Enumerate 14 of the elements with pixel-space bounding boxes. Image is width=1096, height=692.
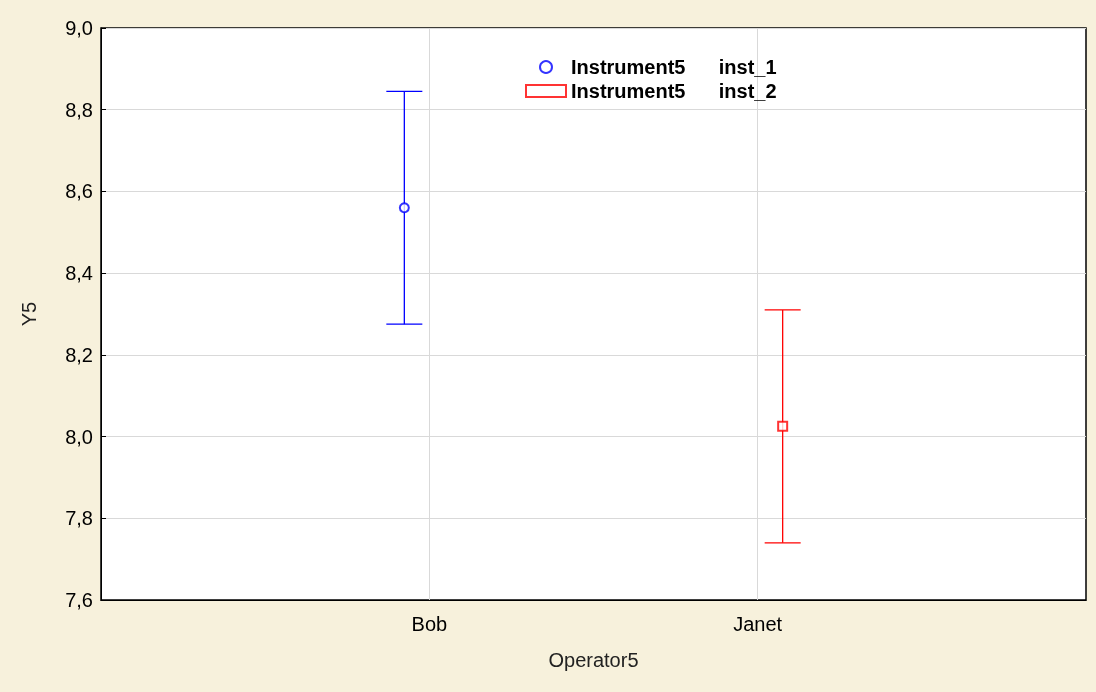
y-tick-label: 8,0	[65, 425, 93, 448]
y-tick-label: 8,2	[65, 343, 93, 366]
y-tick-label: 8,6	[65, 180, 93, 203]
y-tick-label: 7,8	[65, 507, 93, 530]
y-tick-label: 7,6	[65, 589, 93, 611]
x-axis-title: Operator5	[548, 649, 639, 671]
legend-label: Instrument5 inst_2	[571, 80, 777, 102]
y-tick-label: 9,0	[65, 17, 93, 39]
legend-label: Instrument5 inst_1	[571, 56, 777, 78]
x-tick-label: Bob	[411, 613, 448, 635]
x-tick-label: Janet	[733, 613, 783, 635]
y-tick-label: 8,4	[65, 262, 93, 285]
y-axis-title: Y5	[18, 301, 40, 327]
y-tick-label: 8,8	[65, 98, 93, 121]
